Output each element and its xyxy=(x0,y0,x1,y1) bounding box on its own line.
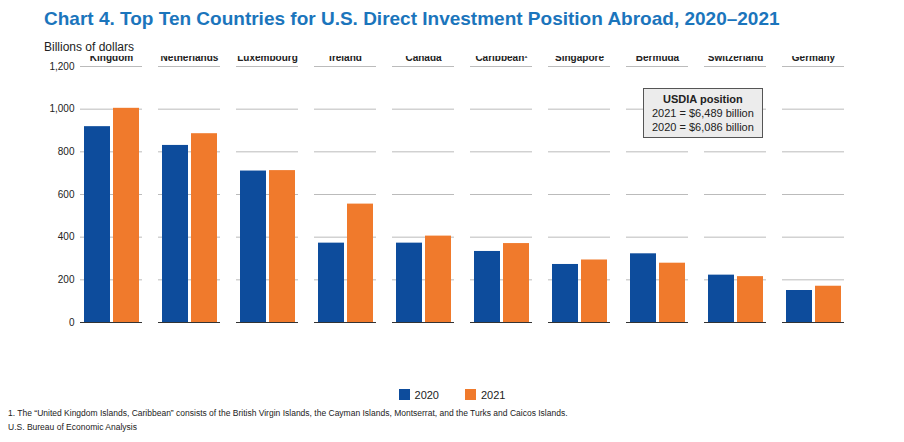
html-text:2021: 2021 xyxy=(481,389,506,401)
svg-text:UnitedKingdomIslands,Caribbean: UnitedKingdomIslands,Caribbean¹ xyxy=(475,56,528,63)
html-text:U.S. Bureau of Economic Analys: U.S. Bureau of Economic Analysis xyxy=(8,422,137,432)
svg-text:1,000: 1,000 xyxy=(49,103,74,114)
svg-text:Luxembourg: Luxembourg xyxy=(237,56,298,63)
html-text:2020 = $6,086 billion: 2020 = $6,086 billion xyxy=(652,121,754,133)
svg-text:600: 600 xyxy=(58,189,75,200)
svg-text:Germany: Germany xyxy=(792,56,836,63)
html-text:2020: 2020 xyxy=(414,389,439,401)
html-text:1. The “United Kingdom Islands: 1. The “United Kingdom Islands, Caribbea… xyxy=(8,408,568,418)
svg-text:Singapore: Singapore xyxy=(555,56,604,63)
svg-text:200: 200 xyxy=(58,274,75,285)
svg-text:Netherlands: Netherlands xyxy=(161,56,219,63)
html-text:Chart 4. Top Ten Countries for: Chart 4. Top Ten Countries for U.S. Dire… xyxy=(44,8,780,29)
html-text:Billions of dollars: Billions of dollars xyxy=(44,40,134,54)
svg-text:400: 400 xyxy=(58,231,75,242)
svg-text:Ireland: Ireland xyxy=(329,56,362,63)
svg-text:Canada: Canada xyxy=(405,56,442,63)
html-text:2021 = $6,489 billion: 2021 = $6,489 billion xyxy=(652,107,754,119)
svg-text:Bermuda: Bermuda xyxy=(636,56,680,63)
svg-text:UnitedKingdom: UnitedKingdom xyxy=(90,56,133,63)
svg-text:Switzerland: Switzerland xyxy=(708,56,764,63)
svg-text:800: 800 xyxy=(58,146,75,157)
svg-text:0: 0 xyxy=(69,317,75,328)
svg-text:1,200: 1,200 xyxy=(49,61,74,72)
html-text:USDIA position: USDIA position xyxy=(663,93,743,105)
